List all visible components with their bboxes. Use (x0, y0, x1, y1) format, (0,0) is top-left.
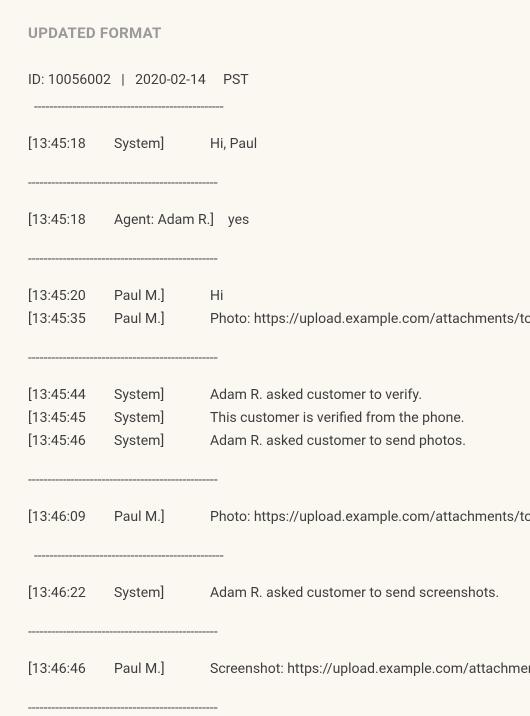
chat-log: ID: 10056002 | 2020-02-14 PST ----------… (28, 70, 502, 716)
section-heading: UPDATED FORMAT (28, 24, 502, 42)
log-entry: [13:45:35Paul M.]Photo: https://upload.e… (28, 309, 502, 330)
spacer (28, 454, 502, 464)
message: Hi (196, 286, 223, 307)
source: System] (100, 408, 196, 429)
message: Screenshot: https://upload.example.com/a… (196, 659, 530, 680)
message: Photo: https://upload.example.com/attach… (196, 309, 530, 330)
timestamp: [13:45:44 (28, 385, 100, 406)
message: Adam R. asked customer to send screensho… (196, 583, 499, 604)
message: Hi, Paul (196, 134, 257, 155)
log-entry: [13:45:45System]This customer is verifie… (28, 408, 502, 429)
log-entry: [13:46:46Paul M.]Screenshot: https://upl… (28, 659, 502, 680)
timestamp: [13:45:20 (28, 286, 100, 307)
spacer (28, 200, 502, 210)
timestamp: [13:45:46 (28, 431, 100, 452)
log-entry: [13:46:09Paul M.]Photo: https://upload.e… (28, 507, 502, 528)
source: System] (100, 583, 196, 604)
separator: ----------------------------------------… (28, 698, 502, 716)
spacer (28, 497, 502, 507)
spacer (28, 606, 502, 616)
spacer (28, 124, 502, 134)
separator: ----------------------------------------… (28, 97, 502, 118)
separator: ----------------------------------------… (28, 546, 502, 567)
source: System] (100, 431, 196, 452)
source: Paul M.] (100, 309, 196, 330)
source: System] (100, 134, 196, 155)
separator: ----------------------------------------… (28, 470, 502, 491)
message: yes (214, 210, 249, 231)
timestamp: [13:46:22 (28, 583, 100, 604)
timestamp: [13:46:46 (28, 659, 100, 680)
log-entry: [13:45:20Paul M.]Hi (28, 286, 502, 307)
source: Paul M.] (100, 286, 196, 307)
log-entry: [13:46:22System] Adam R. asked customer … (28, 583, 502, 604)
source: Agent: Adam R.] (100, 210, 214, 231)
spacer (28, 573, 502, 583)
spacer (28, 530, 502, 540)
message: This customer is verified from the phone… (196, 408, 465, 429)
log-entry: [13:45:46System]Adam R. asked customer t… (28, 431, 502, 452)
separator: ----------------------------------------… (28, 173, 502, 194)
timestamp: [13:45:18 (28, 210, 100, 231)
log-entry: [13:45:18Agent: Adam R.]yes (28, 210, 502, 231)
separator: ----------------------------------------… (28, 348, 502, 369)
message: Photo: https://upload.example.com/attach… (196, 507, 530, 528)
timestamp: [13:45:18 (28, 134, 100, 155)
source: Paul M.] (100, 507, 196, 528)
timestamp: [13:46:09 (28, 507, 100, 528)
spacer (28, 157, 502, 167)
separator: ----------------------------------------… (28, 622, 502, 643)
tz-value: PST (223, 72, 249, 88)
source: System] (100, 385, 196, 406)
log-entry: [13:45:44System]Adam R. asked customer t… (28, 385, 502, 406)
log-header: ID: 10056002 | 2020-02-14 PST (28, 70, 502, 91)
id-label: ID: (28, 72, 44, 88)
timestamp: [13:45:45 (28, 408, 100, 429)
id-value: 10056002 (48, 72, 111, 88)
spacer (28, 233, 502, 243)
timestamp: [13:45:35 (28, 309, 100, 330)
source: Paul M.] (100, 659, 196, 680)
spacer (28, 276, 502, 286)
message: Adam R. asked customer to send photos. (196, 431, 466, 452)
separator: ----------------------------------------… (28, 249, 502, 270)
log-entry: [13:45:18System]Hi, Paul (28, 134, 502, 155)
spacer (28, 682, 502, 692)
date-value: 2020-02-14 (135, 72, 206, 88)
spacer (28, 375, 502, 385)
spacer (28, 649, 502, 659)
page: UPDATED FORMAT ID: 10056002 | 2020-02-14… (0, 0, 530, 716)
spacer (28, 332, 502, 342)
message: Adam R. asked customer to verify. (196, 385, 422, 406)
